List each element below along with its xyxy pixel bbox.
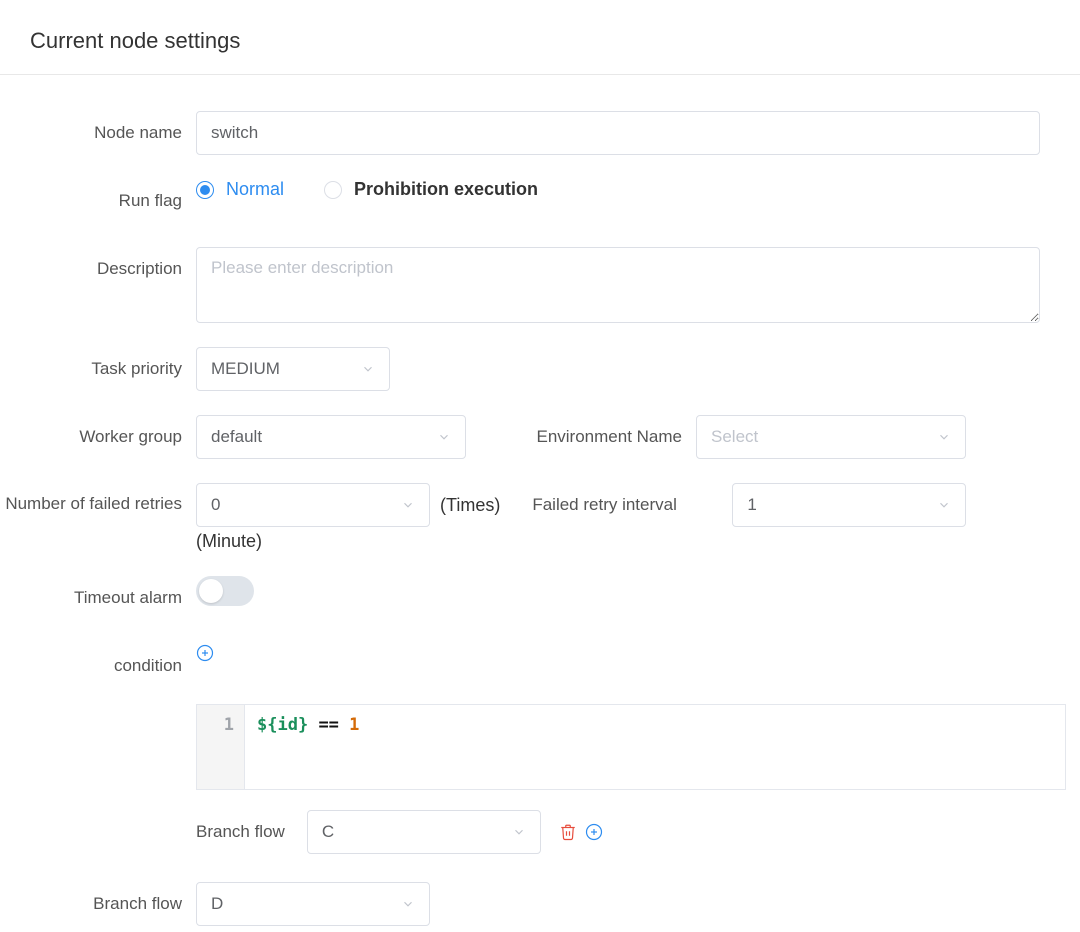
radio-dot-icon <box>324 181 342 199</box>
chevron-down-icon <box>401 498 415 512</box>
task-priority-select[interactable]: MEDIUM <box>196 347 390 391</box>
radio-dot-icon <box>196 181 214 199</box>
label-failed-retry-interval: Failed retry interval <box>532 483 732 527</box>
run-flag-normal-radio[interactable]: Normal <box>196 179 284 200</box>
label-timeout-alarm: Timeout alarm <box>0 576 196 620</box>
chevron-down-icon <box>937 430 951 444</box>
page-title: Current node settings <box>0 0 1080 75</box>
environment-name-select[interactable]: Select <box>696 415 966 459</box>
timeout-alarm-toggle[interactable] <box>196 576 254 606</box>
code-content: ${id} == 1 <box>245 705 1065 789</box>
worker-group-select[interactable]: default <box>196 415 466 459</box>
task-priority-value: MEDIUM <box>211 359 280 379</box>
default-branch-flow-select[interactable]: D <box>196 882 430 926</box>
code-token-num: 1 <box>349 715 359 735</box>
default-branch-flow-value: D <box>211 894 223 914</box>
description-textarea[interactable] <box>196 247 1040 323</box>
code-gutter: 1 <box>197 705 245 789</box>
failed-retries-unit: (Times) <box>440 495 500 516</box>
environment-name-placeholder: Select <box>711 427 758 447</box>
chevron-down-icon <box>512 825 526 839</box>
chevron-down-icon <box>937 498 951 512</box>
node-name-input[interactable] <box>196 111 1040 155</box>
label-condition-branch-flow: Branch flow <box>196 810 285 854</box>
label-run-flag: Run flag <box>0 179 196 223</box>
label-node-name: Node name <box>0 111 196 155</box>
failed-retries-value: 0 <box>211 495 220 515</box>
code-token-var: ${id} <box>257 715 308 735</box>
label-worker-group: Worker group <box>0 415 196 459</box>
label-default-branch-flow: Branch flow <box>0 882 196 926</box>
failed-retry-interval-select[interactable]: 1 <box>732 483 966 527</box>
add-condition-button[interactable] <box>196 644 214 662</box>
run-flag-prohibition-label: Prohibition execution <box>354 179 538 200</box>
chevron-down-icon <box>361 362 375 376</box>
run-flag-normal-label: Normal <box>226 179 284 200</box>
chevron-down-icon <box>401 897 415 911</box>
chevron-down-icon <box>437 430 451 444</box>
condition-branch-flow-select[interactable]: C <box>307 810 541 854</box>
worker-group-value: default <box>211 427 262 447</box>
failed-retry-interval-value: 1 <box>747 495 756 515</box>
label-description: Description <box>0 247 196 291</box>
delete-condition-button[interactable] <box>559 823 577 841</box>
label-environment-name: Environment Name <box>466 415 696 459</box>
failed-retry-interval-unit: (Minute) <box>196 531 262 552</box>
label-failed-retries: Number of failed retries <box>0 483 196 515</box>
condition-branch-flow-value: C <box>322 822 334 842</box>
condition-code-editor[interactable]: 1 ${id} == 1 <box>196 704 1066 790</box>
label-task-priority: Task priority <box>0 347 196 391</box>
label-condition: condition <box>0 644 196 688</box>
run-flag-prohibition-radio[interactable]: Prohibition execution <box>324 179 538 200</box>
add-branch-button[interactable] <box>585 823 603 841</box>
code-line-number: 1 <box>197 715 234 735</box>
node-settings-form: Node name Run flag Normal Prohibition ex… <box>0 75 1080 926</box>
failed-retries-select[interactable]: 0 <box>196 483 430 527</box>
code-token-op: == <box>318 715 338 735</box>
